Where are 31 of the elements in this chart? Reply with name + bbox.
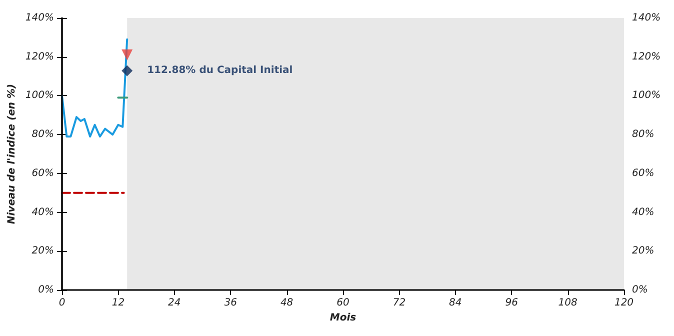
x-tick-label: 24 — [168, 298, 181, 308]
y-tick-label: 0% — [632, 284, 648, 296]
text: 100% — [25, 90, 54, 102]
y-axis-title: Niveau de l'indice (en %) — [6, 84, 18, 224]
text: 80% — [32, 129, 54, 140]
x-axis-title: Mois — [330, 312, 356, 324]
text: 0% — [38, 284, 54, 296]
annotation: 112.88% du Capital Initial — [147, 65, 293, 76]
y-tick-label: 60% — [632, 168, 654, 179]
x-tick-label: 12 — [112, 298, 125, 308]
y-tick-label: 120% — [632, 51, 661, 62]
text: 140% — [25, 12, 54, 24]
line-series — [61, 38, 128, 138]
y-tick-label: 100% — [632, 90, 661, 102]
y-tick-label: 140% — [632, 12, 661, 24]
text: 60% — [32, 168, 54, 179]
y-tick-label: 80% — [632, 129, 654, 140]
x-tick-label: 120 — [614, 298, 634, 308]
x-tick-label: 96 — [505, 298, 518, 308]
x-tick-label: 48 — [280, 298, 294, 308]
x-tick-label: 60 — [336, 298, 350, 308]
text: 40% — [32, 206, 54, 218]
y-tick-label: 20% — [632, 246, 654, 257]
x-tick-label: 72 — [392, 298, 406, 308]
text: 120% — [25, 51, 54, 62]
x-tick-label: 36 — [224, 298, 237, 308]
x-tick-label: 0 — [58, 298, 66, 308]
x-tick-label: 84 — [449, 298, 462, 308]
y-tick-label: 40% — [632, 206, 654, 218]
x-tick-label: 108 — [558, 298, 578, 308]
text: 20% — [32, 246, 54, 257]
